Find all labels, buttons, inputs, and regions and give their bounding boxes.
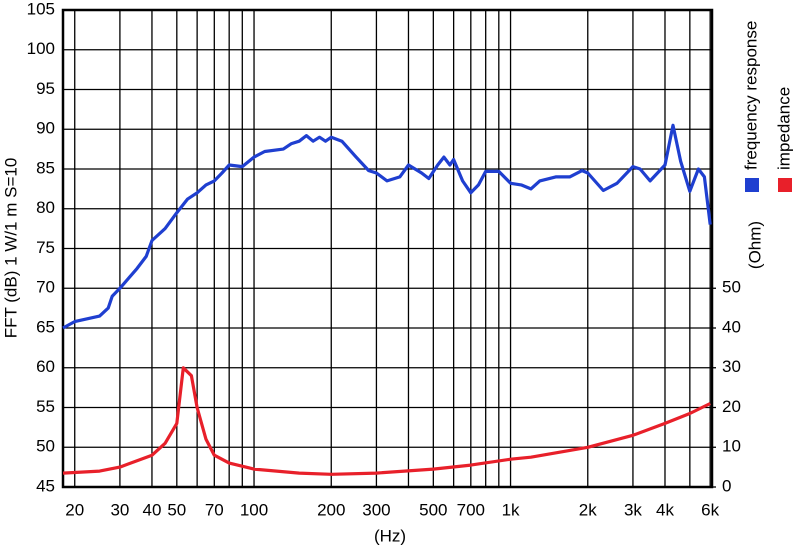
y2-tick-label: 0 — [722, 476, 731, 495]
y-axis-label: FFT (dB) 1 W/1 m S=10 — [1, 158, 20, 339]
legend-label: impedance — [774, 87, 793, 170]
x-tick-label: 70 — [205, 500, 224, 519]
x-tick-label: 100 — [240, 500, 268, 519]
x-tick-label: 4k — [656, 500, 674, 519]
x-tick-label: 50 — [167, 500, 186, 519]
x-tick-label: 6k — [701, 500, 719, 519]
y-tick-label: 85 — [36, 158, 55, 177]
x-axis-label: (Hz) — [374, 526, 406, 545]
x-tick-label: 40 — [142, 500, 161, 519]
y2-axis-label: (Ohm) — [745, 221, 764, 269]
legend-swatch — [778, 178, 792, 192]
x-tick-label: 200 — [317, 500, 345, 519]
y-tick-label: 50 — [36, 437, 55, 456]
x-tick-label: 500 — [419, 500, 447, 519]
y-tick-label: 80 — [36, 198, 55, 217]
x-tick-label: 700 — [457, 500, 485, 519]
y-tick-label: 60 — [36, 357, 55, 376]
y-tick-label: 95 — [36, 79, 55, 98]
y2-tick-label: 20 — [722, 397, 741, 416]
series-line — [62, 366, 711, 476]
legend-label: frequency response — [741, 21, 760, 170]
y-tick-label: 65 — [36, 317, 55, 336]
y-tick-label: 100 — [27, 39, 55, 58]
x-tick-label: 300 — [362, 500, 390, 519]
y-tick-label: 70 — [36, 278, 55, 297]
x-tick-label: 30 — [110, 500, 129, 519]
x-tick-label: 2k — [579, 500, 597, 519]
plot-frame — [61, 8, 714, 489]
series-line — [62, 123, 712, 330]
y-tick-label: 55 — [36, 397, 55, 416]
y-tick-label: 75 — [36, 238, 55, 257]
y2-tick-label: 50 — [722, 278, 741, 297]
y2-tick-label: 40 — [722, 317, 741, 336]
legend-swatch — [745, 178, 759, 192]
y-tick-label: 105 — [27, 0, 55, 18]
x-tick-label: 20 — [65, 500, 84, 519]
x-tick-label: 1k — [502, 500, 520, 519]
y-tick-label: 45 — [36, 476, 55, 495]
x-tick-label: 3k — [624, 500, 642, 519]
y2-tick-label: 30 — [722, 357, 741, 376]
y2-tick-label: 10 — [722, 437, 741, 456]
y-tick-label: 90 — [36, 119, 55, 138]
